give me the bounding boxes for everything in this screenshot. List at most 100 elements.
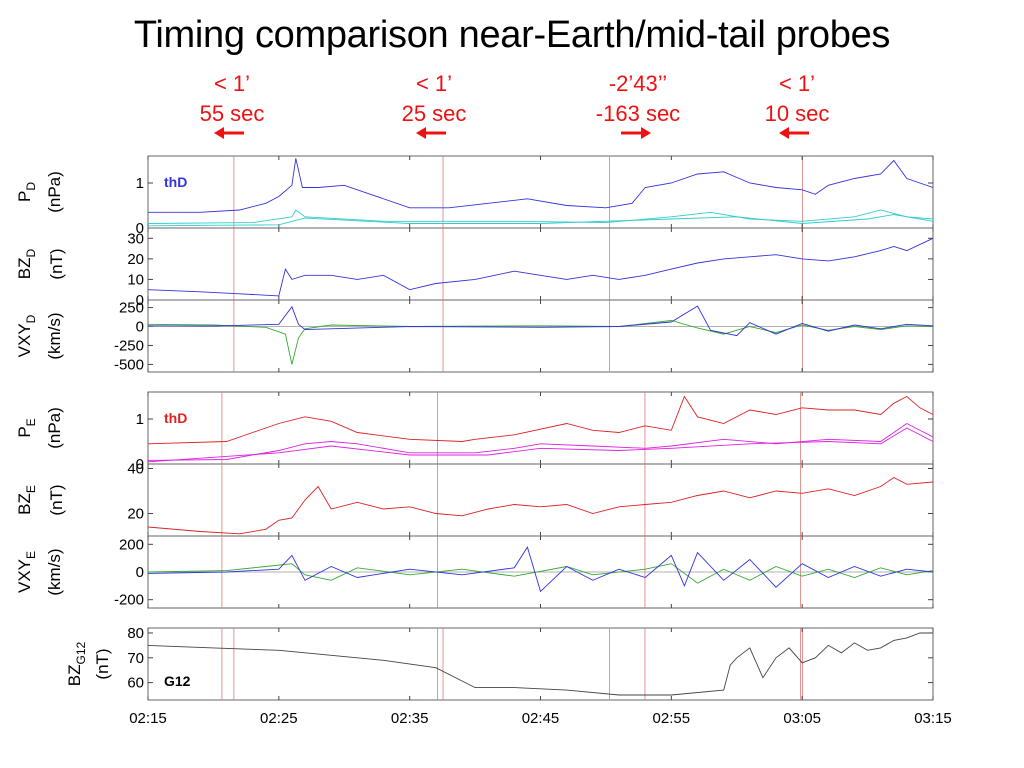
y-axis-subscript: E xyxy=(24,551,38,559)
annotation-top-4: < 1’ xyxy=(778,71,816,96)
y-axis-units: (nPa) xyxy=(45,171,64,213)
panel-frame xyxy=(147,155,934,229)
x-tick-label: 02:35 xyxy=(391,710,429,727)
y-tick-label: 60 xyxy=(127,675,144,692)
series-line-pd-3 xyxy=(147,214,934,227)
annotation-bottom-4: 10 sec xyxy=(764,101,830,126)
y-axis-subscript: E xyxy=(24,485,38,493)
panel-frame xyxy=(147,299,934,373)
y-tick-label: 250 xyxy=(119,300,144,317)
series-line-vxyd-2 xyxy=(147,305,934,337)
panel-bzd: 0 10 20 30 BZD (nT) xyxy=(15,227,934,309)
probe-label: thD xyxy=(164,174,187,190)
y-tick-label: 200 xyxy=(119,536,144,553)
probe-label: G12 xyxy=(164,673,191,689)
x-tick-label: 02:45 xyxy=(522,710,560,727)
y-tick-label: 20 xyxy=(127,251,144,268)
probe-label: thD xyxy=(164,410,187,426)
x-tick-label: 02:25 xyxy=(260,710,298,727)
y-axis-units: (km/s) xyxy=(45,312,64,359)
y-axis-label: VXYE xyxy=(15,551,38,593)
series-line-vxye-2 xyxy=(147,546,934,593)
y-axis-label: BZG12 xyxy=(65,641,88,686)
y-axis-quantity: VXY xyxy=(15,559,34,593)
y-axis-units: (nT) xyxy=(47,248,66,279)
y-tick-label: 30 xyxy=(127,230,144,247)
y-axis-label: BZD xyxy=(15,248,38,279)
timing-annotation-3: -2’43’’ -163 sec xyxy=(563,69,713,129)
annotation-bottom-1: 55 sec xyxy=(199,101,265,126)
series-line-pd-2 xyxy=(147,209,934,224)
y-axis-units: (km/s) xyxy=(45,548,64,595)
series-line-pd-1 xyxy=(148,158,934,213)
y-axis-quantity: P xyxy=(15,426,34,437)
y-axis-quantity: P xyxy=(15,191,34,202)
panel-frame xyxy=(147,463,934,537)
annotation-top-3: -2’43’’ xyxy=(608,71,668,96)
y-tick-label: 20 xyxy=(127,506,144,523)
panel-vxye: -200 0 200 VXYE (km/s) xyxy=(15,535,934,609)
y-tick-label: 40 xyxy=(127,461,144,478)
y-tick-label: 10 xyxy=(127,271,144,288)
y-axis-subscript: E xyxy=(24,418,38,426)
annotation-top-1: < 1’ xyxy=(213,71,251,96)
y-tick-label: 80 xyxy=(127,625,144,642)
y-axis-quantity: VXY xyxy=(15,323,34,357)
y-axis-label: PD xyxy=(15,182,38,202)
y-axis-subscript: D xyxy=(24,248,38,257)
y-tick-label: 0 xyxy=(136,292,144,309)
y-tick-label: 0 xyxy=(136,456,144,473)
annotation-arrow-1 xyxy=(214,127,244,139)
series-line-pe-3 xyxy=(147,427,934,463)
slide-title: Timing comparison near-Earth/mid-tail pr… xyxy=(133,14,891,56)
annotation-arrows xyxy=(214,127,809,139)
y-tick-label: -500 xyxy=(114,356,144,373)
annotation-arrow-2 xyxy=(416,127,446,139)
y-tick-label: -250 xyxy=(114,337,144,354)
y-axis-quantity: BZ xyxy=(65,664,84,686)
x-tick-label: 02:55 xyxy=(653,710,691,727)
time-axis: 02:15 02:25 02:35 02:45 02:55 03:05 03:15 xyxy=(129,710,952,727)
panel-frame xyxy=(147,227,934,301)
panel-pe: 0 1 thD PE (nPa) xyxy=(15,391,934,473)
annotation-bottom-3: -163 sec xyxy=(595,101,681,126)
y-tick-label: 0 xyxy=(136,220,144,237)
y-axis-subscript: G12 xyxy=(74,641,88,664)
series-line-bzg12-1 xyxy=(147,632,933,696)
annotation-arrow-3 xyxy=(621,127,651,139)
x-tick-label: 03:15 xyxy=(914,710,952,727)
series-line-pe-2 xyxy=(147,422,934,461)
y-tick-label: 0 xyxy=(136,319,144,336)
y-axis-quantity: BZ xyxy=(15,493,34,515)
x-tick-label: 03:05 xyxy=(783,710,821,727)
y-axis-units: (nPa) xyxy=(45,407,64,449)
y-axis-label: PE xyxy=(15,418,38,437)
panel-bze: 20 40 BZE (nT) xyxy=(15,461,934,537)
y-tick-label: -200 xyxy=(114,592,144,609)
timing-annotation-4: < 1’ 10 sec xyxy=(722,69,872,129)
y-tick-label: 0 xyxy=(136,564,144,581)
timing-annotation-1: < 1’ 55 sec xyxy=(157,69,307,129)
panel-pd: 0 1 thD PD (nPa) xyxy=(15,155,934,237)
annotation-top-2: < 1’ xyxy=(415,71,453,96)
y-tick-label: 1 xyxy=(136,175,144,192)
y-tick-label: 1 xyxy=(136,411,144,428)
y-axis-units: (nT) xyxy=(47,484,66,515)
y-tick-label: 70 xyxy=(127,650,144,667)
timing-annotation-2: < 1’ 25 sec xyxy=(359,69,509,129)
y-axis-label: BZE xyxy=(15,485,38,515)
y-axis-label: VXYD xyxy=(15,314,38,357)
y-axis-units: (nT) xyxy=(93,648,112,679)
y-axis-subscript: D xyxy=(24,182,38,191)
y-axis-subscript: D xyxy=(24,314,38,323)
x-tick-label: 02:15 xyxy=(129,710,167,727)
series-line-bzd-1 xyxy=(147,237,934,297)
annotation-bottom-2: 25 sec xyxy=(401,101,467,126)
series-line-vxye-1 xyxy=(147,563,934,584)
series-line-pe-1 xyxy=(147,395,934,445)
y-axis-quantity: BZ xyxy=(15,257,34,279)
